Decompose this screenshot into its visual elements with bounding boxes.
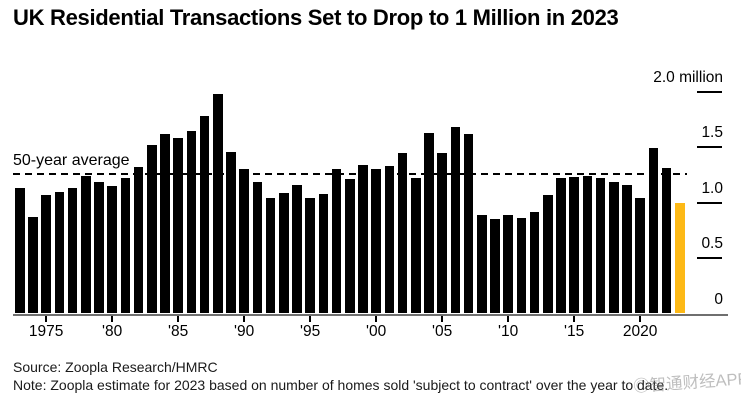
bar-2008 [477,214,487,314]
bar-2016 [582,176,593,314]
x-axis-line [13,313,728,316]
bar-1988 [213,94,223,314]
bar-2001 [384,166,395,314]
x-axis-tick-2010 [507,315,510,322]
bar-2011 [516,218,527,314]
x-axis-tick-1980 [111,315,114,322]
y-axis-tick-2.0 million [697,90,722,93]
x-axis-label-2005: '05 [432,322,453,340]
x-axis-tick-1985 [177,315,180,322]
x-axis-tick-2015 [573,315,576,322]
average-line-label: 50-year average [13,152,130,169]
x-axis-label-2020: 2020 [622,322,658,340]
bar-1992 [265,198,276,314]
bar-1997 [331,169,342,314]
bar-2017 [595,178,606,314]
x-axis-tick-1995 [309,315,312,322]
page-title: UK Residential Transactions Set to Drop … [13,5,619,30]
bar-2023 [675,202,685,314]
bar-1983 [147,145,157,314]
bar-2007 [463,134,474,314]
x-axis-label-1995: '95 [300,322,321,340]
x-axis-tick-1990 [243,315,246,322]
x-axis-tick-2020 [639,315,642,322]
note-text: Note: Zoopla estimate for 2023 based on … [13,377,669,393]
y-axis-label-1.0: 1.0 [701,179,723,197]
x-axis-tick-2000 [375,315,378,322]
bar-1973 [15,188,25,314]
bar-2009 [490,219,500,314]
x-axis-tick-2005 [441,315,444,322]
bar-1978 [81,176,91,314]
bar-2014 [556,178,566,314]
x-axis-label-1975: 1975 [28,322,64,340]
bar-1986 [186,130,197,314]
bar-2020 [635,198,645,314]
bar-2004 [424,132,434,314]
bar-1996 [318,193,329,314]
bar-1985 [173,138,183,314]
y-axis-label-1.5: 1.5 [701,124,723,142]
bar-1982 [133,167,144,314]
average-dashed-line [13,172,687,175]
bar-2012 [529,211,540,314]
y-axis-tick-0.5 [697,257,722,260]
bar-1979 [94,181,104,314]
bar-1974 [28,217,38,314]
bar-1999 [358,165,368,314]
bar-1980 [107,186,117,314]
bar-1989 [226,151,236,314]
y-axis-tick-1.5 [697,146,722,149]
bar-2002 [397,152,408,314]
bar-1994 [292,184,302,314]
bar-2019 [622,184,632,314]
source-text: Source: Zoopla Research/HMRC [13,359,218,375]
bar-1976 [54,191,65,314]
bar-1981 [120,178,131,314]
bar-1984 [160,134,170,314]
bar-2015 [569,177,579,314]
x-axis-label-2000: '00 [366,322,387,340]
bar-1991 [252,181,263,314]
bar-1975 [41,194,51,314]
bar-1987 [199,116,210,314]
x-axis-label-2010: '10 [498,322,519,340]
bar-2022 [661,168,672,314]
y-axis-tick-1.0 [697,201,722,204]
bar-1995 [305,198,315,314]
bar-2021 [648,148,659,314]
x-axis-label-1985: '85 [168,322,189,340]
bar-2003 [411,178,421,314]
bar-1998 [345,179,355,314]
bar-1990 [239,169,249,314]
bar-1993 [279,192,289,314]
bar-1977 [67,188,78,314]
bar-2006 [450,127,461,314]
x-axis-label-1980: '80 [102,322,123,340]
x-axis-label-2015: '15 [564,322,585,340]
bar-2005 [437,152,447,314]
bar-2010 [503,214,513,314]
bar-2018 [609,181,619,314]
x-axis-tick-1975 [45,315,48,322]
y-axis-label-0: 0 [714,290,723,308]
bar-2000 [371,169,381,314]
x-axis-label-1990: '90 [234,322,255,340]
bar-2013 [543,194,553,314]
y-axis-label-0.5: 0.5 [701,235,723,253]
y-axis-label-2.0 million: 2.0 million [653,68,723,86]
